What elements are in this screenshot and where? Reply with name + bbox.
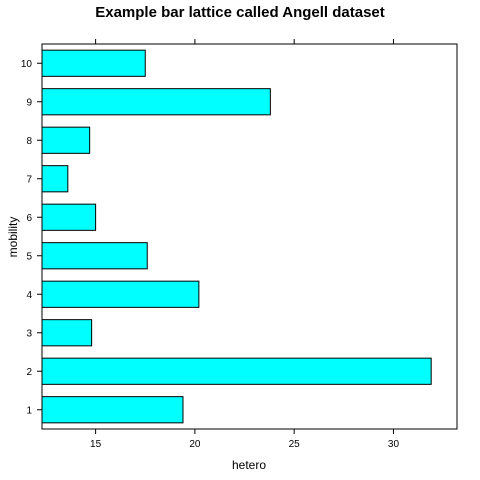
- bar-mobility-2: [41, 357, 432, 385]
- bar-mobility-9: [41, 88, 271, 116]
- bar-mobility-4: [41, 280, 200, 308]
- bar-mobility-5: [41, 242, 148, 270]
- bar-mobility-3: [41, 319, 93, 347]
- bar-mobility-7: [41, 165, 69, 193]
- chart-title: Example bar lattice called Angell datase…: [95, 4, 385, 21]
- x-tick-label: 30: [388, 439, 400, 450]
- y-tick-label: 7: [26, 174, 32, 185]
- bar-mobility-1: [41, 396, 184, 424]
- y-tick-label: 2: [26, 367, 32, 378]
- bar-mobility-8: [41, 126, 91, 154]
- y-tick-label: 3: [26, 328, 32, 339]
- y-tick-label: 5: [26, 251, 32, 262]
- x-axis-ticks: 15 20 25 30: [90, 39, 399, 450]
- x-tick-label: 15: [90, 439, 102, 450]
- y-tick-label: 10: [21, 59, 33, 70]
- bar-mobility-10: [41, 49, 146, 77]
- y-tick-label: 6: [26, 213, 32, 224]
- y-axis-label: mobility: [6, 217, 20, 258]
- bar-mobility-6: [41, 203, 97, 231]
- x-tick-label: 25: [289, 439, 301, 450]
- y-tick-label: 9: [26, 97, 32, 108]
- x-tick-label: 20: [189, 439, 201, 450]
- y-tick-label: 8: [26, 136, 32, 147]
- x-axis-label: hetero: [232, 458, 266, 472]
- plot-frame: [41, 43, 458, 430]
- y-tick-label: 4: [26, 290, 32, 301]
- bars-group: [41, 49, 432, 424]
- y-axis-ticks: 1 2 3 4 5 6 7 8 9 10: [21, 59, 42, 416]
- y-tick-label: 1: [26, 405, 32, 416]
